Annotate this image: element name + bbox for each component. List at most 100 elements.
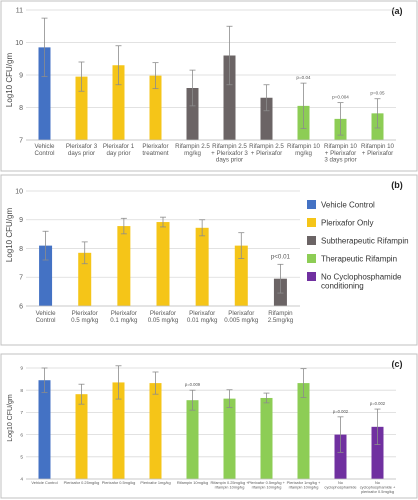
panel-a-ylabel: Log10 CFU/gm xyxy=(5,53,14,108)
y-tick-label: 6 xyxy=(20,432,23,438)
y-tick-label: 10 xyxy=(15,188,23,195)
category-label: Rifampin 0.25mg/kg + rifampin 10mg/kg xyxy=(211,480,250,490)
category-label: Plerixafor 0.25mg/kg xyxy=(64,480,100,485)
y-tick-label: 8 xyxy=(19,246,23,253)
bar xyxy=(156,222,170,306)
p-value-annotation: p<0.01 xyxy=(271,253,291,260)
y-tick-label: 11 xyxy=(16,7,23,14)
bar xyxy=(149,75,162,140)
category-label: Plerixafor 1 day prior xyxy=(103,143,135,157)
legend-swatch xyxy=(307,236,316,245)
bar xyxy=(112,65,125,140)
bar xyxy=(297,383,310,479)
panel-c-label: (c) xyxy=(392,359,403,369)
bar xyxy=(38,47,51,140)
y-tick-label: 9 xyxy=(19,72,23,79)
panel-a-plot: 7 8 9 10 11 Vehicle Control Plerixafor 3 days pr… xyxy=(15,7,396,164)
bar xyxy=(38,380,51,479)
p-value-annotation: p=0.05 xyxy=(370,91,385,96)
legend-label: Plerixafor Only xyxy=(321,219,373,228)
p-value-annotation: p=0.004 xyxy=(332,95,349,100)
category-label: Rifampin 2.5 + Plerixafor 3 days prior xyxy=(211,143,248,164)
category-label: Vehicle Control xyxy=(36,310,57,324)
y-tick-label: 4 xyxy=(20,477,23,483)
category-label: Rifampin 10 + Plerixafor xyxy=(361,143,395,157)
y-tick-label: 7 xyxy=(20,410,23,416)
legend-swatch xyxy=(307,218,316,227)
bar xyxy=(39,245,53,306)
category-label: Plerixafor 1mg/kg + rifampin 10mg/kg xyxy=(287,480,321,490)
bar xyxy=(195,227,209,306)
panel-a-label: (a) xyxy=(392,6,403,16)
bar xyxy=(75,394,88,479)
y-tick-label: 10 xyxy=(15,40,23,47)
legend-label: No Cyclophosphamide conditioning xyxy=(321,273,402,291)
panel-b-label: (b) xyxy=(391,180,403,190)
p-value-annotation: p=0.002 xyxy=(370,401,386,406)
bar xyxy=(223,55,236,140)
bar xyxy=(260,97,273,140)
y-tick-label: 6 xyxy=(19,303,23,310)
y-tick-label: 7 xyxy=(19,137,23,144)
category-label: Plerixafor 3 days prior xyxy=(66,143,98,157)
category-label: Rifampin 2.5mg/kg xyxy=(268,310,294,324)
category-label: No cyclophosphamide xyxy=(324,480,356,490)
category-label: Rifampin 10 + Plerixafor 3 days prior xyxy=(324,143,358,164)
y-tick-label: 7 xyxy=(19,275,23,282)
panel-a-border xyxy=(0,0,418,172)
legend-label: Vehicle Control xyxy=(321,201,375,210)
panel-c-border xyxy=(0,353,418,499)
bar xyxy=(112,382,125,479)
bar xyxy=(371,426,384,479)
category-label: Plerixafor 0.5 mg/kg xyxy=(71,310,99,324)
bar xyxy=(75,76,88,140)
bar xyxy=(186,88,199,140)
y-tick-label: 5 xyxy=(20,454,23,460)
panel-b: (b) Log10 CFU/gm 6 7 8 9 10 Vehicle Control Ple… xyxy=(0,174,418,346)
panel-a: (a) Log10 CFU/gm 7 8 9 10 11 Vehicle Control Pl… xyxy=(0,0,418,172)
bar xyxy=(78,252,92,306)
category-label: Plerixafor treatment xyxy=(142,143,168,157)
category-label: Plerixafor 0.5mg/kg xyxy=(102,480,136,485)
legend-swatch xyxy=(307,272,316,281)
bar xyxy=(117,226,131,306)
legend-label: Subtherapeutic Rifampin xyxy=(321,237,409,246)
bar xyxy=(149,383,162,479)
category-label: Vehicle Control xyxy=(35,143,56,157)
bar xyxy=(234,245,248,306)
panel-c: (c) Log10 CFU/gm 4 5 6 7 8 9 Vehicle Control Pl… xyxy=(0,353,418,499)
legend-swatch xyxy=(307,254,316,263)
p-value-annotation: p=0.009 xyxy=(185,382,201,387)
bar xyxy=(334,434,347,479)
bar xyxy=(223,398,236,479)
category-label: Vehicle Control xyxy=(31,480,57,485)
p-value-annotation: p=0.002 xyxy=(333,409,349,414)
category-label: No cyclophosphamide + plerixafor 0.5mg/kg xyxy=(360,480,396,494)
category-label: Plerixafor 0.01 mg/kg xyxy=(187,310,218,324)
category-label: Rifampin 2.5 mg/kg xyxy=(175,143,210,157)
category-label: Plerixafor 0.05 mg/kg xyxy=(148,310,179,324)
bar xyxy=(260,397,273,479)
category-label: Rifampin 10mg/kg xyxy=(177,480,208,485)
y-tick-label: 9 xyxy=(20,366,23,372)
panel-b-plot: 6 7 8 9 10 Vehicle Control Plerixafor 0.5 mg/kg P… xyxy=(15,188,300,324)
category-label: Plerixafor 0.5mg/kg + rifampin 10mg/kg xyxy=(248,480,286,490)
bar xyxy=(186,400,199,479)
panel-b-border xyxy=(0,174,418,346)
category-label: Plerixafor 1mg/kg xyxy=(140,480,170,485)
panel-b-legend: Vehicle Control Plerixafor Only Subtherape… xyxy=(307,200,409,291)
category-label: Plerixafor 0.005 mg/kg xyxy=(224,310,259,324)
category-label: Rifampin 2.5 + Plerixafor xyxy=(249,143,284,157)
panel-c-plot: 4 5 6 7 8 9 Vehicle Control Plerixafor 0.25mg/k… xyxy=(20,365,396,494)
legend-label: Therapeutic Rifampin xyxy=(321,255,397,264)
legend-swatch xyxy=(307,200,316,209)
panel-c-ylabel: Log10 CFU/gm xyxy=(7,394,14,442)
y-tick-label: 8 xyxy=(20,388,23,394)
p-value-annotation: p=0.04 xyxy=(296,75,311,80)
y-tick-label: 9 xyxy=(19,217,23,224)
y-tick-label: 8 xyxy=(19,105,23,112)
panel-b-ylabel: Log10 CFU/gm xyxy=(5,208,14,263)
category-label: Plerixafor 0.1 mg/kg xyxy=(110,310,138,324)
